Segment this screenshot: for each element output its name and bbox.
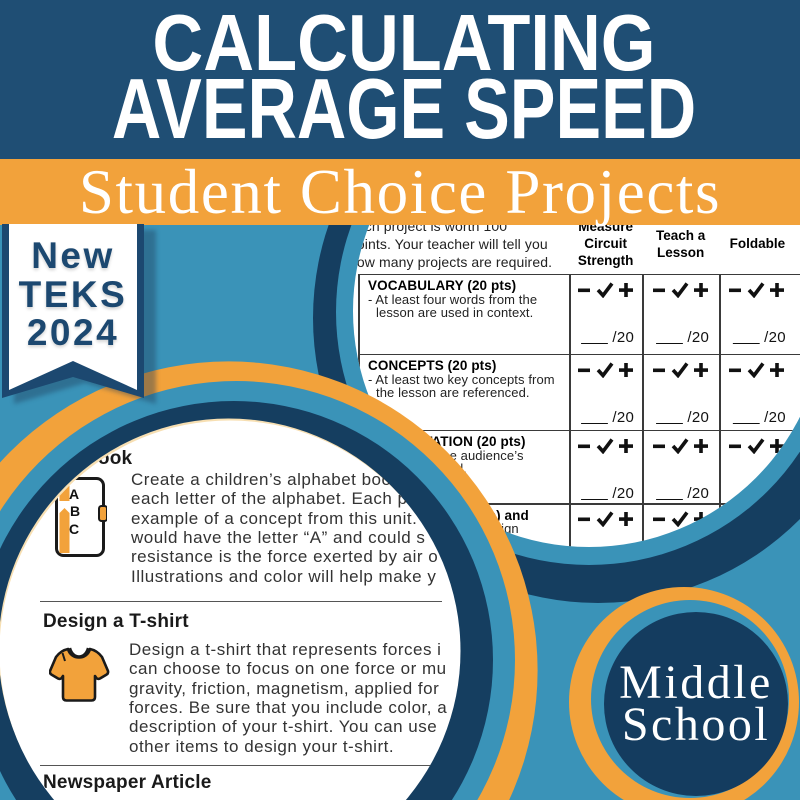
svg-text:A: A xyxy=(69,486,79,502)
svg-text:B: B xyxy=(70,503,80,519)
svg-text:C: C xyxy=(69,521,79,537)
